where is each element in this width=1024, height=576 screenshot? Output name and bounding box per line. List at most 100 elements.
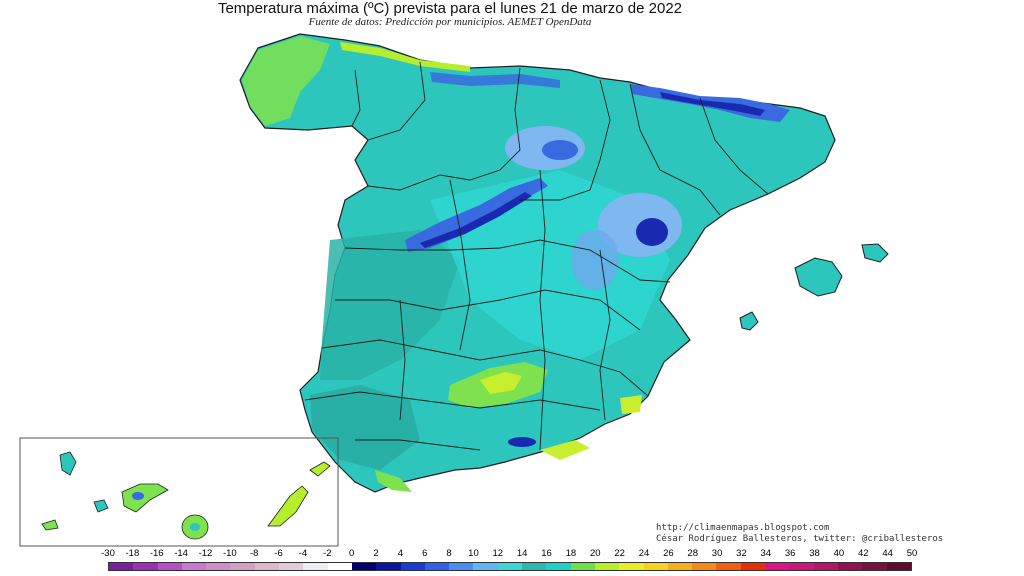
gran-canaria-center [190, 523, 200, 531]
legend-swatch [133, 563, 158, 570]
legend-tick-label: 6 [422, 548, 428, 559]
legend-swatch [473, 563, 498, 570]
legend-swatch [376, 563, 401, 570]
legend-tick-label: -8 [249, 548, 259, 559]
legend-swatch [522, 563, 547, 570]
legend-swatch [594, 563, 620, 570]
canary-island-hierro [41, 519, 59, 531]
legend-swatch [497, 563, 523, 570]
legend-swatch [765, 563, 790, 570]
teide-cold-spot [132, 492, 144, 500]
legend-tick-label: 14 [516, 548, 528, 559]
almeria-warm-zone [620, 395, 642, 414]
legend-swatch [206, 563, 231, 570]
legend-swatch [667, 563, 693, 570]
region-boundaries [304, 61, 769, 451]
legend-swatch [546, 563, 571, 570]
color-legend: -30 -18 -16 -14 -12 -10 -8 -6 -4 -2 0 2 4 6 8 10 12 14 16 1… [101, 548, 917, 572]
legend-tick-label: 4 [397, 548, 404, 559]
cuenca-cold-zone [571, 230, 619, 290]
canary-island-la-palma [59, 451, 77, 476]
credits: http://climaenmapas.blogspot.com César R… [656, 523, 943, 545]
legend-swatch [619, 563, 644, 570]
legend-tick-label: 42 [857, 548, 869, 559]
asturias-coast-green [340, 42, 470, 72]
legend-tick-label: 0 [348, 548, 355, 559]
legend-swatch [449, 563, 474, 570]
legend-tick-label: 26 [663, 548, 674, 559]
legend-swatch [230, 563, 255, 570]
legend-tick-label: 12 [492, 548, 504, 559]
legend-tick-label: 36 [784, 548, 796, 559]
legend-tick-label: -2 [323, 548, 332, 559]
legend-tick-label: 24 [638, 548, 650, 559]
legend-swatch [327, 563, 352, 570]
canary-island-tenerife [121, 483, 169, 513]
sistema-central-cold-band [405, 178, 548, 252]
legend-swatch [109, 563, 134, 570]
legend-tick-label: 40 [833, 548, 845, 559]
legend-tick-label: 10 [468, 548, 479, 559]
canary-inset-frame [19, 437, 339, 547]
legend-swatch [643, 563, 668, 570]
legend-swatch [789, 563, 814, 570]
legend-swatch [400, 563, 425, 570]
legend-swatch [157, 563, 182, 570]
iberian-system-core [542, 140, 578, 160]
legend-tick-label: 18 [565, 548, 577, 559]
legend-swatch [862, 563, 887, 570]
map-subtitle: Fuente de datos: Predicción por municipi… [308, 16, 592, 28]
legend-tick-label: 32 [736, 548, 747, 559]
legend-swatch [692, 563, 717, 570]
legend-swatch [424, 563, 450, 570]
legend-swatch [279, 563, 304, 570]
legend-tick-label: 22 [614, 548, 625, 559]
galicia-warm-zone [242, 36, 330, 126]
legend-tick-label: 38 [809, 548, 820, 559]
legend-swatch [740, 563, 766, 570]
legend-tick-label: -6 [274, 548, 283, 559]
mallorca-island [794, 257, 843, 297]
legend-color-bar [108, 562, 912, 571]
coast-warm-zone [540, 440, 590, 460]
menorca-island [861, 243, 889, 263]
legend-swatch [303, 563, 328, 570]
legend-tick-label: 50 [906, 548, 918, 559]
legend-tick-label: -18 [125, 548, 140, 559]
legend-tick-label: 16 [541, 548, 552, 559]
legend-swatch [886, 563, 911, 570]
legend-tick-label: 2 [373, 548, 379, 559]
legend-swatch [813, 563, 838, 570]
legend-tick-label: 34 [760, 548, 772, 559]
ibiza-island [739, 311, 759, 331]
legend-tick-label: 8 [446, 548, 452, 559]
legend-swatch [837, 563, 863, 570]
legend-tick-label: -14 [174, 548, 188, 559]
legend-swatch [181, 563, 207, 570]
legend-tick-label: -16 [149, 548, 164, 559]
legend-swatch [570, 563, 595, 570]
legend-tick-label: 28 [687, 548, 699, 559]
legend-tick-label: -10 [222, 548, 237, 559]
map-title: Temperatura máxima (ºC) prevista para el… [217, 0, 683, 17]
credits-url[interactable]: http://climaenmapas.blogspot.com [656, 523, 830, 533]
legend-tick-label: -4 [298, 548, 308, 559]
sistema-central-core [420, 192, 532, 248]
credits-author: César Rodríguez Ballesteros, twitter: @c… [656, 534, 944, 544]
legend-tick-label: 44 [882, 548, 893, 559]
canary-island-lanzarote [309, 461, 331, 477]
legend-swatch [716, 563, 741, 570]
malaga-coast-green [375, 470, 412, 492]
legend-tick-label: 30 [711, 548, 723, 559]
teruel-cold-core [636, 218, 668, 246]
legend-tick-label: -30 [101, 548, 115, 559]
cantabrian-cold-strip [430, 72, 560, 88]
pyrenees-core [660, 92, 765, 116]
canary-island-fuerteventura [267, 485, 309, 527]
guadalquivir-hot-spots [480, 372, 522, 394]
legend-swatch [254, 563, 280, 570]
sierra-nevada-cold [508, 437, 536, 447]
canary-island-gomera [93, 499, 109, 513]
legend-swatch [351, 563, 377, 570]
